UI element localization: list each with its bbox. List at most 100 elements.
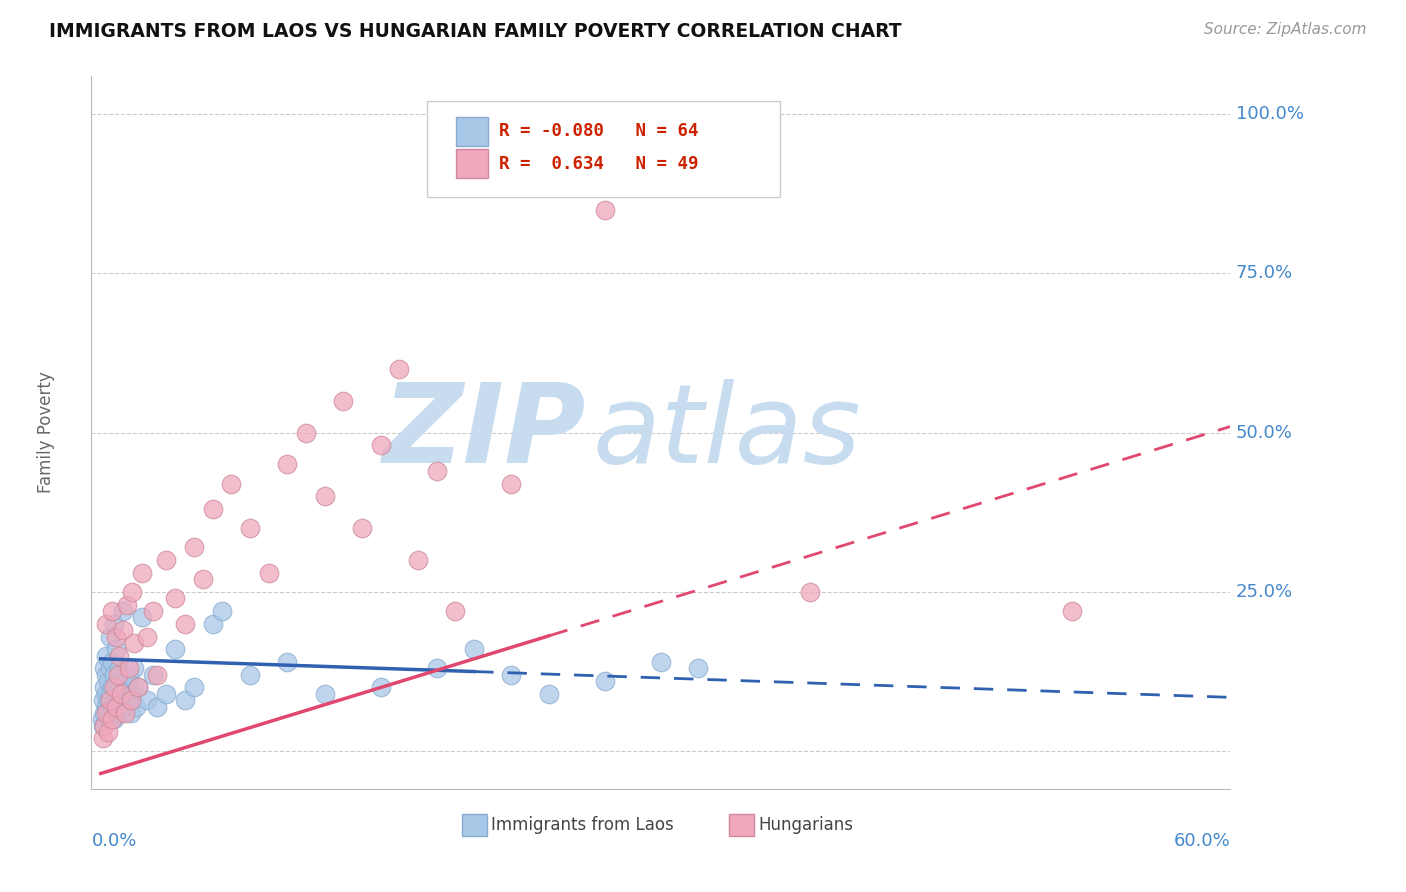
Point [91,731,114,746]
Point [799,585,821,599]
Point [332,393,354,408]
Point [107,674,129,689]
Point [501,667,523,681]
Point [96,667,118,681]
Point [104,630,127,644]
Point [101,604,124,618]
Point [239,667,262,681]
Point [108,648,131,663]
Point [239,521,262,535]
Point [104,706,127,720]
Text: 100.0%: 100.0% [1236,105,1303,123]
Point [406,553,429,567]
Point [96,699,118,714]
Text: Immigrants from Laos: Immigrants from Laos [491,816,673,834]
Point [136,630,159,644]
Point [101,655,124,669]
Point [112,687,135,701]
Point [1060,604,1083,618]
Point [593,202,616,217]
Point [131,566,153,580]
Text: atlas: atlas [592,379,860,486]
Point [145,667,167,681]
Point [593,674,616,689]
Point [173,616,195,631]
Point [101,712,124,726]
Point [426,661,449,675]
Point [115,681,138,695]
FancyBboxPatch shape [427,101,780,197]
Point [114,706,136,720]
Point [370,438,392,452]
Point [120,693,142,707]
Point [103,667,125,681]
Point [173,693,195,707]
Point [444,604,467,618]
Point [183,541,205,555]
Point [370,681,392,695]
Point [121,687,143,701]
Bar [456,149,488,178]
Point [136,693,159,707]
Point [107,667,129,681]
Point [115,598,138,612]
Point [142,604,165,618]
Point [124,661,146,675]
Point [201,502,224,516]
Point [103,712,125,726]
Point [98,630,121,644]
Point [93,681,115,695]
Point [98,661,121,675]
Point [131,610,153,624]
Point [142,667,165,681]
Text: Family Poverty: Family Poverty [37,372,55,493]
Point [165,591,187,606]
Point [110,706,132,720]
Point [114,699,136,714]
Point [314,489,336,503]
Text: Source: ZipAtlas.com: Source: ZipAtlas.com [1204,22,1367,37]
Point [221,476,243,491]
Point [93,661,115,675]
Point [108,661,131,675]
Point [107,699,129,714]
Point [118,693,141,707]
Point [688,661,710,675]
Point [121,585,143,599]
Point [97,725,120,739]
Point [201,616,224,631]
Point [501,476,523,491]
Point [98,706,121,720]
Point [97,693,120,707]
Point [314,687,336,701]
Point [276,655,298,669]
Point [118,661,141,675]
Point [96,706,118,720]
Point [101,699,124,714]
Bar [461,814,486,836]
Point [426,464,449,478]
Point [93,706,115,720]
Point [211,604,233,618]
Text: 75.0%: 75.0% [1236,264,1294,283]
Point [103,693,125,707]
Point [118,667,141,681]
Point [388,362,411,376]
Bar [456,117,488,145]
Point [193,572,215,586]
Text: 50.0%: 50.0% [1236,424,1294,442]
Point [537,687,560,701]
Text: R =  0.634   N = 49: R = 0.634 N = 49 [499,154,699,172]
Point [104,687,127,701]
Point [103,681,125,695]
Point [155,687,177,701]
Point [97,674,120,689]
Point [125,699,148,714]
Point [352,521,374,535]
Point [127,681,149,695]
Point [96,616,118,631]
Text: ZIP: ZIP [384,379,586,486]
Point [276,458,298,472]
Point [108,693,131,707]
Point [112,623,135,637]
